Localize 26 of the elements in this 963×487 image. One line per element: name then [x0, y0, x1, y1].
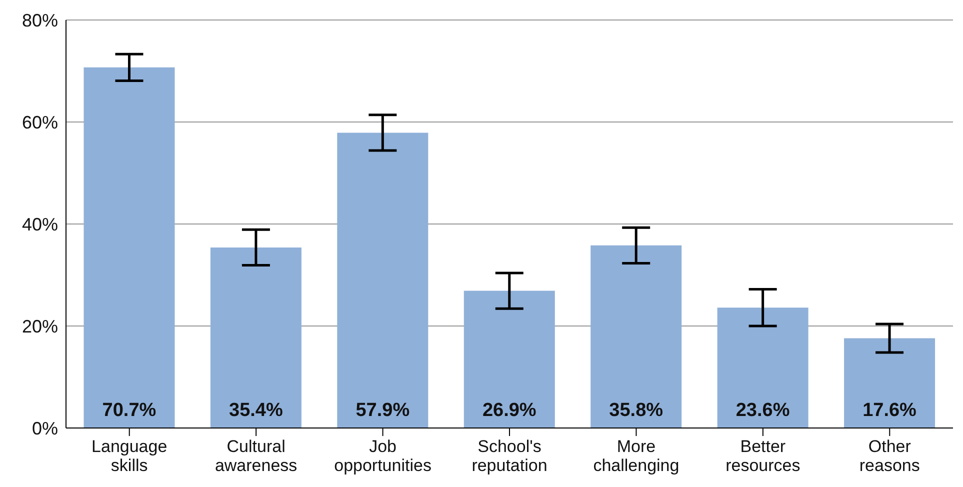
- bar: [717, 308, 808, 428]
- bar: [210, 247, 302, 428]
- x-tick-label: School's reputation: [472, 437, 548, 475]
- y-tick-label: 80%: [22, 10, 58, 30]
- data-label: 23.6%: [736, 400, 790, 421]
- bar: [84, 67, 175, 428]
- data-label: 35.8%: [609, 400, 664, 421]
- y-tick-label: 40%: [22, 214, 58, 234]
- x-tick-label: Better resources: [726, 437, 800, 475]
- bar: [590, 245, 682, 428]
- bar: [844, 338, 936, 428]
- bar: [337, 132, 428, 428]
- y-tick-label: 0%: [32, 418, 58, 438]
- x-tick-label: Other reasons: [859, 437, 920, 475]
- data-label: 57.9%: [356, 400, 410, 421]
- y-tick-label: 20%: [22, 316, 58, 336]
- x-tick-label: Cultural awareness: [214, 437, 298, 475]
- data-label: 17.6%: [862, 400, 917, 421]
- y-tick-label: 60%: [22, 112, 58, 132]
- bar: [464, 290, 555, 428]
- x-tick-label: Job opportunities: [334, 437, 432, 475]
- data-label: 26.9%: [482, 400, 536, 421]
- data-label: 70.7%: [102, 400, 156, 421]
- x-tick-label: Language skills: [92, 437, 168, 475]
- x-tick-label: More challenging: [593, 437, 680, 475]
- data-label: 35.4%: [229, 400, 283, 421]
